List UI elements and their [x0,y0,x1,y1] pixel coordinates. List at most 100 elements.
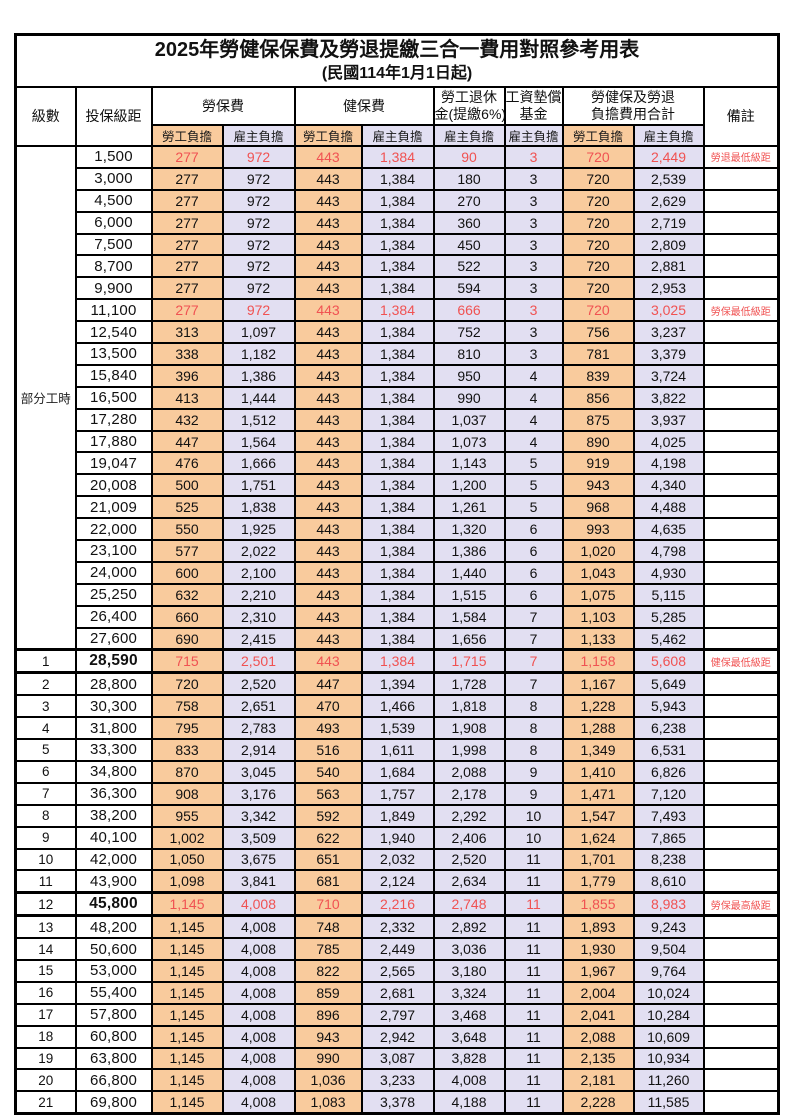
wage-fund-cell: 11 [503,1046,564,1071]
wage-fund-cell: 11 [503,1068,564,1093]
pension-employer-cell: 2,292 [432,803,506,828]
health-employee-cell: 896 [293,1002,363,1027]
subheader-total-employer: 雇主負擔 [632,124,705,147]
labor-employee-cell: 476 [150,451,224,476]
wage-fund-cell: 3 [503,188,564,213]
remark-cell [702,671,780,697]
bracket-cell: 13,500 [74,342,153,366]
table-body: 部分工時 1,500 277 972 443 1,384 90 3 720 2,449 勞退最低級距… [14,145,780,1115]
total-employee-cell: 1,547 [561,803,635,828]
labor-employee-cell: 600 [150,560,224,585]
health-employer-cell: 1,384 [360,385,435,410]
labor-employee-cell: 1,145 [150,1024,224,1049]
table-row: 5 33,300 833 2,914 516 1,611 1,998 8 1,349 6,531 [14,738,780,762]
labor-employee-cell: 447 [150,429,224,454]
wage-fund-cell: 9 [503,781,564,806]
total-employee-cell: 781 [561,342,635,366]
bracket-cell: 53,000 [74,958,153,983]
pension-employer-cell: 180 [432,166,506,191]
labor-employer-cell: 4,008 [221,937,296,961]
pension-employer-cell: 3,648 [432,1024,506,1049]
health-employee-cell: 493 [293,716,363,741]
health-employer-cell: 1,849 [360,803,435,828]
total-employee-cell: 1,410 [561,759,635,784]
remark-cell [702,1002,780,1027]
level-cell: 14 [14,937,77,961]
total-employee-cell: 1,624 [561,825,635,850]
health-employer-cell: 1,384 [360,429,435,454]
labor-employee-cell: 277 [150,166,224,191]
remark-cell [702,407,780,432]
labor-employer-cell: 3,342 [221,803,296,828]
pension-employer-cell: 1,818 [432,694,506,719]
labor-employer-cell: 2,914 [221,738,296,762]
col-header-pension: 勞工退休 金(提繳6%) [432,86,506,126]
table-row: 23,100 577 2,022 443 1,384 1,386 6 1,020 4,798 [16,539,780,563]
total-employer-cell: 7,120 [632,781,705,806]
bracket-cell: 8,700 [74,254,153,279]
total-employer-cell: 3,237 [632,320,705,345]
table-row: 8,700 277 972 443 1,384 522 3 720 2,881 [16,254,780,279]
total-employer-cell: 10,284 [632,1002,705,1027]
health-employer-cell: 1,384 [360,232,435,257]
wage-fund-cell: 6 [503,517,564,542]
subheader-labor-employer: 雇主負擔 [221,124,296,147]
remark-cell [702,473,780,498]
total-employer-cell: 10,024 [632,980,705,1005]
remark-cell: 健保最低級距 [702,648,780,675]
labor-employee-cell: 758 [150,694,224,719]
labor-employer-cell: 1,751 [221,473,296,498]
health-employee-cell: 443 [293,473,363,498]
table-row: 10 42,000 1,050 3,675 651 2,032 2,520 11 1,701 8,… [14,847,780,872]
wage-fund-cell: 11 [503,1002,564,1027]
bracket-cell: 26,400 [74,604,153,629]
pension-employer-cell: 3,468 [432,1002,506,1027]
total-employer-cell: 3,379 [632,342,705,366]
health-employer-cell: 1,384 [360,648,435,675]
total-employer-cell: 2,881 [632,254,705,279]
remark-cell [702,451,780,476]
wage-fund-cell: 8 [503,716,564,741]
health-employee-cell: 443 [293,188,363,213]
remark-cell [702,937,780,961]
total-employer-cell: 2,629 [632,188,705,213]
wage-fund-cell: 3 [503,342,564,366]
labor-employer-cell: 3,675 [221,847,296,872]
table-row: 12 45,800 1,145 4,008 710 2,216 2,748 11 1,855 8,… [14,891,780,918]
health-employee-cell: 443 [293,495,363,520]
table-row: 21 69,800 1,145 4,008 1,083 3,378 4,188 11 2,228… [14,1090,780,1115]
pension-employer-cell: 666 [432,298,506,323]
table-row: 21,009 525 1,838 443 1,384 1,261 5 968 4,488 [16,495,780,520]
col-header-total: 勞健保及勞退 負擔費用合計 [561,86,705,126]
health-employer-cell: 1,384 [360,407,435,432]
wage-fund-cell: 7 [503,604,564,629]
wage-fund-cell: 5 [503,495,564,520]
table-row: 16 55,400 1,145 4,008 859 2,681 3,324 11 2,004 10… [14,980,780,1005]
health-employee-cell: 1,083 [293,1090,363,1115]
labor-employee-cell: 1,050 [150,847,224,872]
level-cell: 1 [14,648,77,675]
wage-fund-cell: 11 [503,958,564,983]
bracket-cell: 1,500 [74,145,153,169]
health-employee-cell: 540 [293,759,363,784]
table-row: 7,500 277 972 443 1,384 450 3 720 2,809 [16,232,780,257]
table-row: 17 57,800 1,145 4,008 896 2,797 3,468 11 2,041 10… [14,1002,780,1027]
bracket-cell: 23,100 [74,539,153,563]
bracket-cell: 30,300 [74,694,153,719]
remark-cell [702,1068,780,1093]
labor-employer-cell: 972 [221,254,296,279]
health-employer-cell: 2,032 [360,847,435,872]
pension-employer-cell: 3,036 [432,937,506,961]
labor-employer-cell: 4,008 [221,980,296,1005]
labor-employer-cell: 4,008 [221,1046,296,1071]
pension-employer-cell: 4,008 [432,1068,506,1093]
labor-employee-cell: 432 [150,407,224,432]
health-employer-cell: 2,124 [360,869,435,894]
total-employee-cell: 2,041 [561,1002,635,1027]
total-employer-cell: 7,493 [632,803,705,828]
labor-employee-cell: 660 [150,604,224,629]
health-employer-cell: 2,681 [360,980,435,1005]
total-employee-cell: 1,020 [561,539,635,563]
total-employee-cell: 1,043 [561,560,635,585]
total-employer-cell: 5,285 [632,604,705,629]
